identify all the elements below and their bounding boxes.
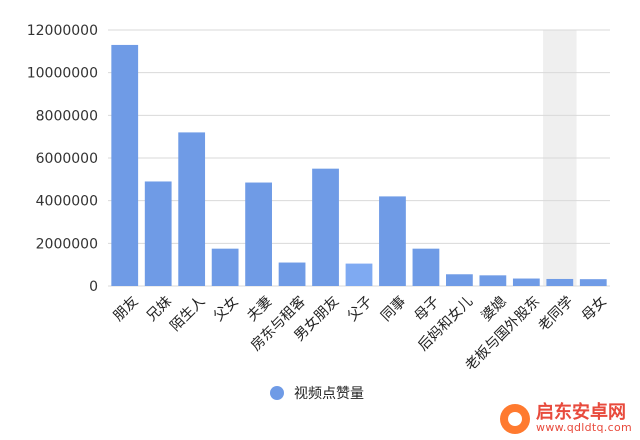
legend[interactable]: 视频点赞量 [270, 383, 364, 403]
bar[interactable] [278, 262, 306, 286]
x-tick-label: 老同学 [536, 293, 577, 334]
bar[interactable] [144, 181, 172, 286]
watermark-logo-icon [500, 403, 531, 434]
watermark-title: 启东安卓网 [536, 401, 627, 423]
x-tick-label: 朋友 [110, 293, 141, 324]
bar[interactable] [479, 275, 507, 286]
bar[interactable] [412, 248, 440, 286]
x-tick-label: 陌生人 [167, 293, 208, 334]
watermark: 启东安卓网 www.qdldtq.com [500, 401, 632, 435]
y-axis-ticks: 0 2000000 4000000 6000000 8000000 10000000 120… [27, 23, 98, 295]
y-tick-label: 4000000 [36, 194, 98, 210]
x-tick-label: 父子 [345, 293, 376, 324]
y-tick-label: 6000000 [36, 151, 98, 167]
x-tick-label: 父女 [210, 293, 242, 325]
bar[interactable] [379, 196, 406, 286]
bar[interactable] [178, 132, 206, 286]
bars[interactable] [111, 44, 607, 286]
bar[interactable] [245, 182, 272, 286]
legend-label: 视频点赞量 [294, 386, 364, 402]
bar[interactable] [312, 168, 339, 286]
bar[interactable] [512, 278, 540, 286]
bar[interactable] [111, 44, 139, 286]
bar[interactable] [546, 278, 574, 286]
bar[interactable] [579, 279, 607, 286]
bar[interactable] [345, 263, 373, 286]
x-tick-label: 母女 [578, 293, 610, 325]
x-tick-label: 同事 [378, 293, 409, 324]
y-tick-label: 10000000 [27, 66, 98, 82]
y-tick-label: 12000000 [27, 23, 98, 39]
bar[interactable] [446, 274, 473, 286]
y-tick-label: 8000000 [36, 108, 98, 124]
bar[interactable] [211, 248, 239, 286]
y-tick-label: 2000000 [36, 236, 98, 252]
y-tick-label: 0 [89, 279, 98, 295]
watermark-url: www.qdldtq.com [536, 421, 632, 435]
legend-marker [270, 386, 284, 400]
